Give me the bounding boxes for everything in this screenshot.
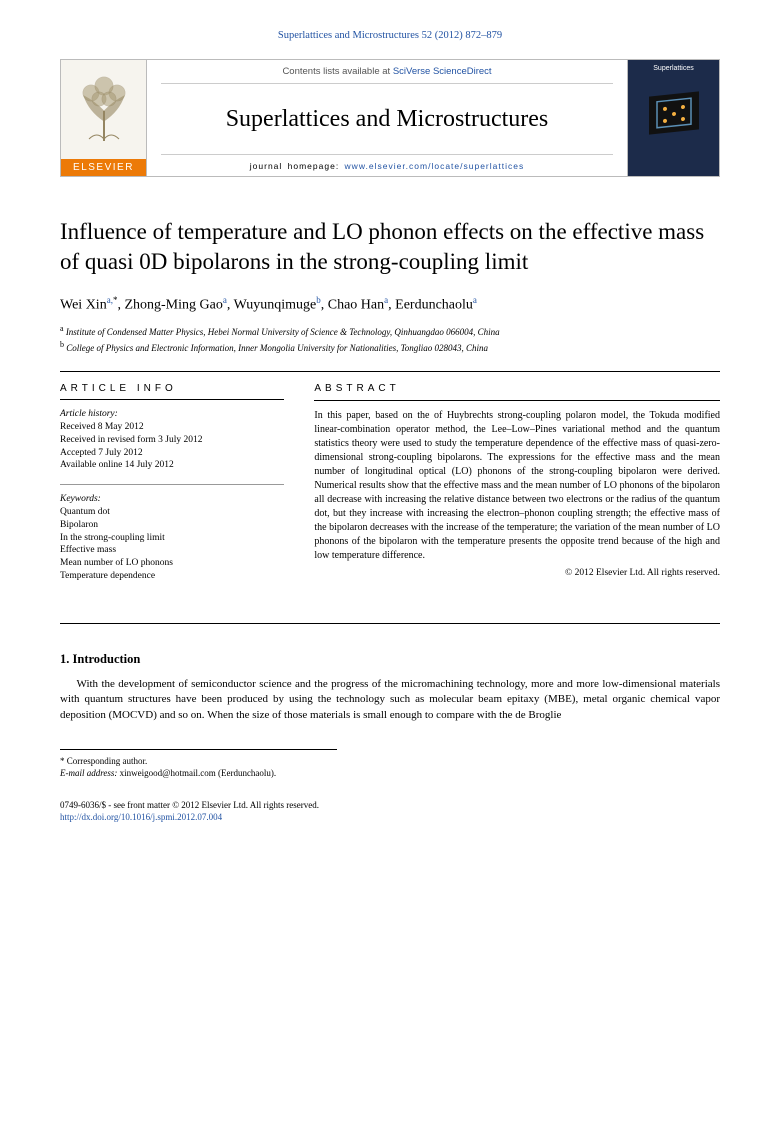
affiliations: a Institute of Condensed Matter Physics,… xyxy=(60,323,720,354)
keywords-label: Keywords: xyxy=(60,493,284,506)
email-address[interactable]: xinweigood@hotmail.com xyxy=(120,768,216,778)
email-attribution: (Eerdunchaolu). xyxy=(218,768,276,778)
article-history-block: Article history: Received 8 May 2012Rece… xyxy=(60,408,284,472)
divider xyxy=(60,623,720,624)
email-label: E-mail address: xyxy=(60,768,117,778)
cover-title-text: Superlattices xyxy=(653,65,693,72)
copyright-block: 0749-6036/$ - see front matter © 2012 El… xyxy=(60,799,720,823)
elsevier-tree-icon xyxy=(61,60,146,159)
article-info-heading: ARTICLE INFO xyxy=(60,382,284,401)
history-line: Accepted 7 July 2012 xyxy=(60,447,284,460)
keyword-line: Mean number of LO phonons xyxy=(60,557,284,570)
author-list: Wei Xina,*, Zhong-Ming Gaoa, Wuyunqimuge… xyxy=(60,295,720,314)
keywords-block: Keywords: Quantum dotBipolaronIn the str… xyxy=(60,493,284,583)
abstract-copyright: © 2012 Elsevier Ltd. All rights reserved… xyxy=(314,567,720,580)
masthead-center: Contents lists available at SciVerse Sci… xyxy=(147,60,627,176)
divider-thin xyxy=(60,484,284,485)
history-label: Article history: xyxy=(60,408,284,421)
corresponding-author-footnote: * Corresponding author. E-mail address: … xyxy=(60,749,337,779)
publisher-logo-cell: ELSEVIER xyxy=(61,60,147,176)
keyword-line: In the strong-coupling limit xyxy=(60,532,284,545)
divider xyxy=(60,371,720,372)
contents-lists-line: Contents lists available at SciVerse Sci… xyxy=(161,66,613,81)
history-line: Received 8 May 2012 xyxy=(60,421,284,434)
abstract-heading: ABSTRACT xyxy=(314,382,720,401)
section-1-heading: 1. Introduction xyxy=(60,652,720,667)
history-line: Available online 14 July 2012 xyxy=(60,459,284,472)
homepage-line: journal homepage: www.elsevier.com/locat… xyxy=(161,157,613,171)
article-info-column: ARTICLE INFO Article history: Received 8… xyxy=(60,382,284,595)
doi-link[interactable]: http://dx.doi.org/10.1016/j.spmi.2012.07… xyxy=(60,812,222,822)
abstract-column: ABSTRACT In this paper, based on the of … xyxy=(314,382,720,595)
keyword-line: Quantum dot xyxy=(60,506,284,519)
journal-masthead: ELSEVIER Contents lists available at Sci… xyxy=(60,59,720,177)
header-citation: Superlattices and Microstructures 52 (20… xyxy=(60,30,720,41)
keyword-line: Effective mass xyxy=(60,544,284,557)
sciencedirect-link[interactable]: SciVerse ScienceDirect xyxy=(393,66,492,77)
affiliation-line: b College of Physics and Electronic Info… xyxy=(60,339,720,355)
cover-art-icon xyxy=(645,87,703,150)
homepage-link[interactable]: www.elsevier.com/locate/superlattices xyxy=(345,161,525,171)
history-line: Received in revised form 3 July 2012 xyxy=(60,434,284,447)
keyword-line: Temperature dependence xyxy=(60,570,284,583)
corr-author-label: * Corresponding author. xyxy=(60,755,337,767)
issn-line: 0749-6036/$ - see front matter © 2012 El… xyxy=(60,799,720,811)
keyword-line: Bipolaron xyxy=(60,519,284,532)
homepage-prefix: journal homepage: xyxy=(250,161,345,171)
abstract-text: In this paper, based on the of Huybrecht… xyxy=(314,409,720,563)
contents-prefix: Contents lists available at xyxy=(282,66,392,77)
publisher-name: ELSEVIER xyxy=(61,159,146,176)
article-title: Influence of temperature and LO phonon e… xyxy=(60,217,720,277)
affiliation-line: a Institute of Condensed Matter Physics,… xyxy=(60,323,720,339)
journal-cover-thumbnail: Superlattices xyxy=(627,60,719,176)
journal-name: Superlattices and Microstructures xyxy=(161,83,613,155)
section-1-body: With the development of semiconductor sc… xyxy=(60,677,720,723)
